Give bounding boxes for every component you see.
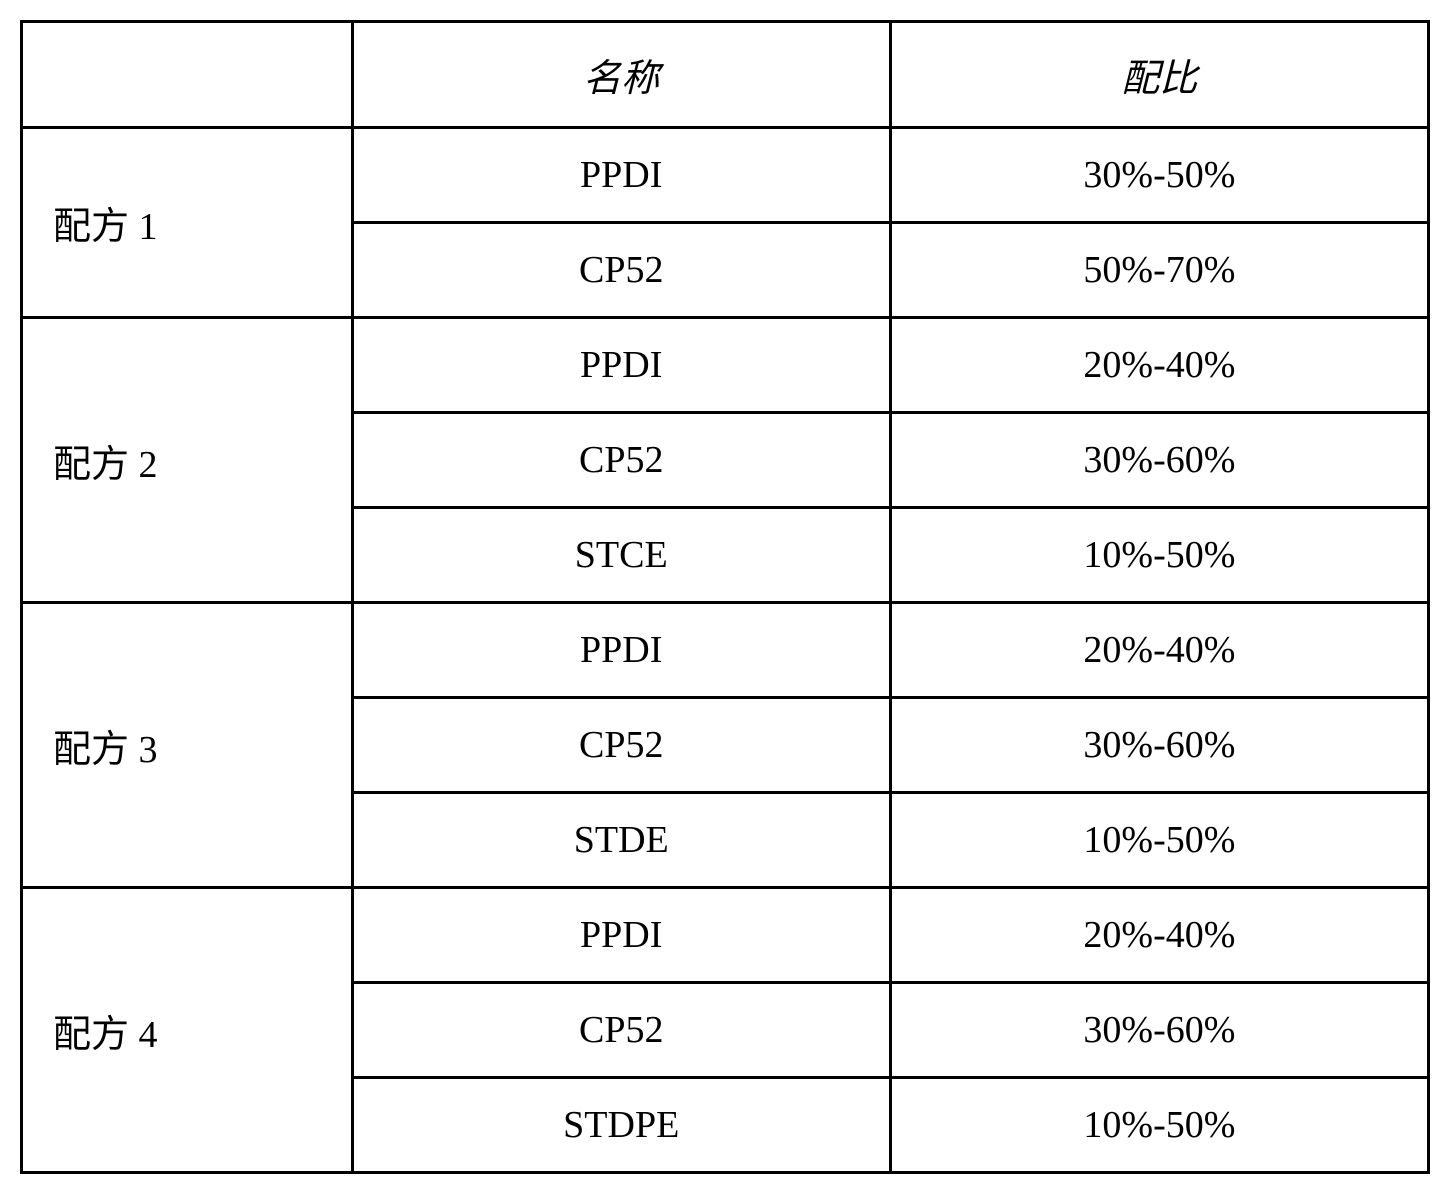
ratio-cell: 30%-60%	[890, 413, 1428, 508]
table-body: 配方 1 PPDI 30%-50% CP52 50%-70% 配方 2 PPDI…	[22, 128, 1429, 1173]
formulation-table: 名称 配比 配方 1 PPDI 30%-50% CP52 50%-70% 配方 …	[20, 20, 1430, 1174]
ratio-cell: 20%-40%	[890, 888, 1428, 983]
name-cell: PPDI	[352, 888, 890, 983]
table-row: 配方 4 PPDI 20%-40%	[22, 888, 1429, 983]
ratio-cell: 10%-50%	[890, 508, 1428, 603]
table-row: 配方 2 PPDI 20%-40%	[22, 318, 1429, 413]
ratio-cell: 30%-60%	[890, 698, 1428, 793]
name-cell: CP52	[352, 223, 890, 318]
group-label-cell: 配方 2	[22, 318, 353, 603]
name-cell: PPDI	[352, 318, 890, 413]
table-header-ratio: 配比	[890, 22, 1428, 128]
group-label-cell: 配方 4	[22, 888, 353, 1173]
name-cell: CP52	[352, 413, 890, 508]
table-header-corner	[22, 22, 353, 128]
ratio-cell: 30%-60%	[890, 983, 1428, 1078]
table-header-row: 名称 配比	[22, 22, 1429, 128]
name-cell: PPDI	[352, 603, 890, 698]
ratio-cell: 10%-50%	[890, 793, 1428, 888]
table-header-name: 名称	[352, 22, 890, 128]
name-cell: STCE	[352, 508, 890, 603]
name-cell: STDE	[352, 793, 890, 888]
ratio-cell: 50%-70%	[890, 223, 1428, 318]
name-cell: STDPE	[352, 1078, 890, 1173]
group-label-cell: 配方 1	[22, 128, 353, 318]
ratio-cell: 20%-40%	[890, 603, 1428, 698]
table-row: 配方 3 PPDI 20%-40%	[22, 603, 1429, 698]
ratio-cell: 20%-40%	[890, 318, 1428, 413]
name-cell: CP52	[352, 983, 890, 1078]
formulation-table-container: 名称 配比 配方 1 PPDI 30%-50% CP52 50%-70% 配方 …	[20, 20, 1430, 1174]
table-row: 配方 1 PPDI 30%-50%	[22, 128, 1429, 223]
group-label-cell: 配方 3	[22, 603, 353, 888]
ratio-cell: 30%-50%	[890, 128, 1428, 223]
ratio-cell: 10%-50%	[890, 1078, 1428, 1173]
name-cell: CP52	[352, 698, 890, 793]
name-cell: PPDI	[352, 128, 890, 223]
